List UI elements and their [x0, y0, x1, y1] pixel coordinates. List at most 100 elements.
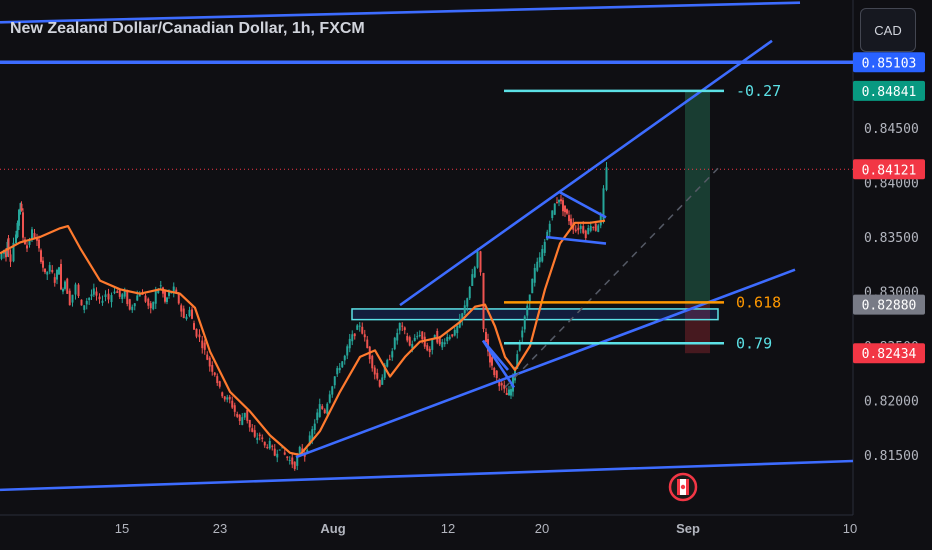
candle-body	[391, 351, 394, 358]
candle-body	[491, 357, 493, 366]
candle-body	[48, 265, 51, 272]
candle-body	[587, 228, 590, 235]
candle-body	[393, 337, 396, 350]
candle-body	[473, 267, 476, 278]
candle-body	[298, 446, 301, 455]
candle-body	[291, 457, 294, 465]
candle-body	[548, 223, 551, 233]
candle-body	[363, 334, 366, 338]
candle-body	[536, 261, 539, 271]
candle-body	[175, 289, 178, 294]
candle-body	[166, 297, 168, 303]
candle-body	[118, 290, 121, 297]
candle-body	[208, 357, 211, 367]
candle-body	[533, 267, 536, 283]
candle-body	[243, 412, 246, 418]
candle-body	[592, 227, 595, 229]
candle-body	[216, 376, 219, 384]
candle-body	[431, 339, 434, 350]
candle-body	[528, 294, 531, 303]
candles	[0, 161, 608, 471]
canada-flag-icon	[668, 472, 698, 502]
candle-body	[136, 295, 139, 301]
candle-body	[381, 377, 384, 385]
candle-body	[276, 453, 279, 458]
price-badge-label: 0.85103	[862, 56, 917, 71]
candle-body	[40, 250, 42, 262]
candle-body	[159, 285, 162, 287]
candle-body	[398, 322, 401, 331]
candle-body	[333, 376, 336, 386]
candle-body	[281, 447, 284, 449]
candle-body	[341, 361, 344, 368]
candle-body	[568, 215, 570, 222]
candle-body	[521, 330, 524, 338]
candle-body	[441, 341, 444, 348]
candle-body	[168, 292, 170, 296]
candle-body	[58, 267, 60, 275]
candle-body	[518, 343, 521, 351]
candle-body	[172, 286, 175, 293]
price-tick-label: 0.81500	[864, 449, 919, 464]
candle-body	[371, 355, 374, 369]
candle-body	[246, 409, 249, 421]
candle-body	[318, 404, 321, 418]
candle-body	[485, 332, 487, 343]
candle-body	[296, 456, 299, 466]
trendline	[0, 1, 801, 24]
candle-body	[471, 274, 474, 286]
candle-body	[358, 325, 361, 327]
candle-body	[213, 372, 216, 375]
candle-body	[361, 326, 364, 334]
candle-body	[88, 297, 91, 301]
candle-body	[495, 370, 498, 378]
candle-body	[16, 222, 19, 237]
candle-body	[541, 249, 544, 262]
candle-body	[31, 229, 33, 240]
candle-body	[53, 277, 56, 283]
candle-body	[461, 313, 464, 321]
candle-body	[51, 269, 54, 273]
fib-level-label: 0.79	[736, 334, 772, 352]
candle-body	[253, 430, 256, 437]
candle-body	[453, 329, 456, 336]
currency-button[interactable]: CAD	[860, 8, 916, 52]
candle-body	[383, 364, 386, 378]
candle-body	[556, 202, 558, 204]
candle-body	[366, 339, 369, 348]
candle-body	[338, 367, 341, 371]
candle-body	[476, 251, 479, 268]
price-badge	[853, 80, 925, 101]
candle-body	[203, 342, 206, 350]
candle-body	[121, 294, 124, 300]
trendline	[0, 459, 854, 492]
candle-body	[251, 428, 254, 432]
candle-body	[538, 257, 541, 263]
candle-body	[356, 325, 359, 330]
candle-body	[433, 335, 436, 340]
candle-body	[266, 447, 269, 449]
candle-body	[376, 372, 379, 379]
candle-body	[602, 188, 605, 220]
candle-body	[489, 351, 491, 363]
candle-body	[313, 423, 316, 431]
price-badge	[853, 343, 925, 364]
fib-level-label: -0.27	[736, 82, 781, 100]
candle-body	[523, 316, 526, 330]
price-tick-label: 0.84000	[864, 177, 919, 192]
candle-body	[77, 284, 80, 297]
candle-body	[92, 288, 95, 295]
candle-body	[283, 452, 286, 455]
candle-body	[443, 342, 446, 345]
candle-body	[293, 461, 296, 470]
candle-body	[71, 294, 74, 303]
candle-body	[498, 379, 501, 387]
candle-body	[80, 299, 83, 306]
candle-body	[263, 441, 266, 446]
candle-body	[26, 245, 28, 249]
candle-body	[221, 392, 224, 397]
candle-body	[226, 397, 229, 400]
candle-body	[273, 448, 276, 456]
